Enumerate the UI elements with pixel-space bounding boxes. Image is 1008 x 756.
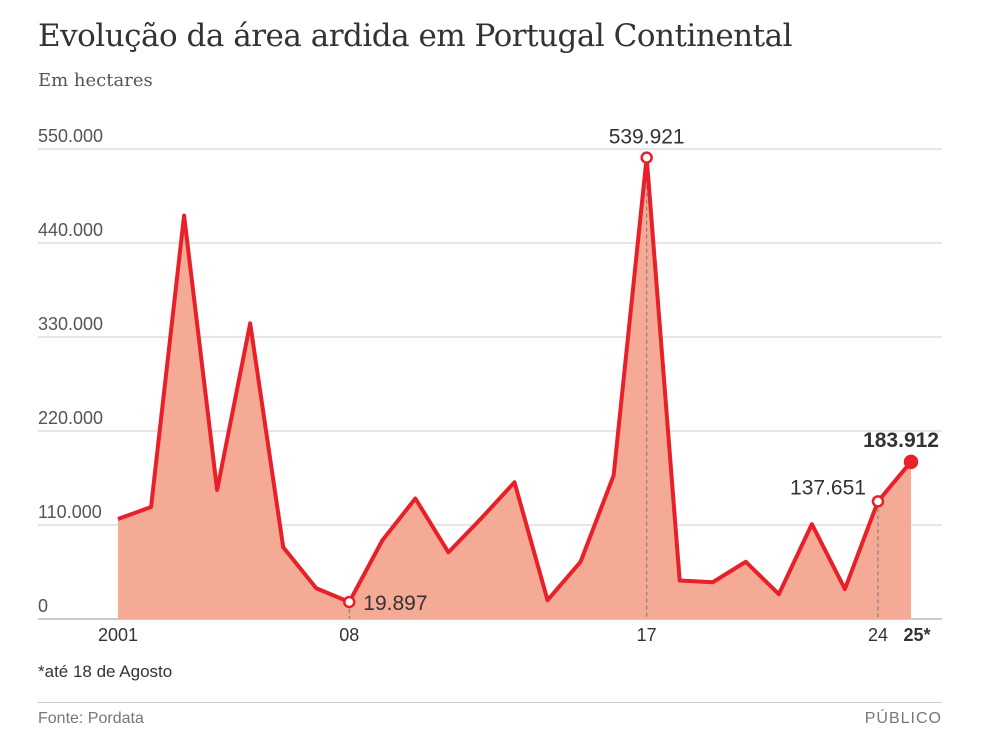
data-label: 183.912: [863, 429, 939, 452]
y-tick-label: 330.000: [38, 314, 103, 334]
data-label: 539.921: [609, 126, 685, 149]
highlight-point: [903, 454, 919, 470]
highlight-point: [871, 495, 885, 508]
data-label: 137.651: [790, 476, 866, 499]
x-tick-label: 25*: [903, 625, 930, 645]
x-tick-label: 24: [868, 625, 888, 645]
chart-title: Evolução da área ardida em Portugal Cont…: [38, 18, 793, 54]
divider: [38, 702, 942, 703]
highlight-point: [640, 151, 653, 164]
x-tick-label: 2001: [98, 625, 138, 645]
brand-logo: PÚBLICO: [864, 710, 942, 727]
y-tick-label: 0: [38, 596, 48, 616]
area-fill: [118, 157, 911, 619]
data-label: 19.897: [363, 592, 427, 615]
y-tick-label: 110.000: [38, 502, 102, 522]
chart-subtitle: Em hectares: [38, 70, 153, 91]
y-tick-label: 440.000: [38, 220, 103, 240]
series-line: [117, 155, 913, 604]
source: Fonte: Pordata: [38, 710, 144, 727]
footnote: *até 18 de Agosto: [38, 662, 173, 681]
x-tick-label: 08: [339, 625, 359, 645]
y-tick-label: 550.000: [38, 126, 103, 146]
y-tick-label: 220.000: [38, 408, 103, 428]
highlight-point: [343, 595, 356, 609]
x-tick-label: 17: [637, 625, 657, 645]
